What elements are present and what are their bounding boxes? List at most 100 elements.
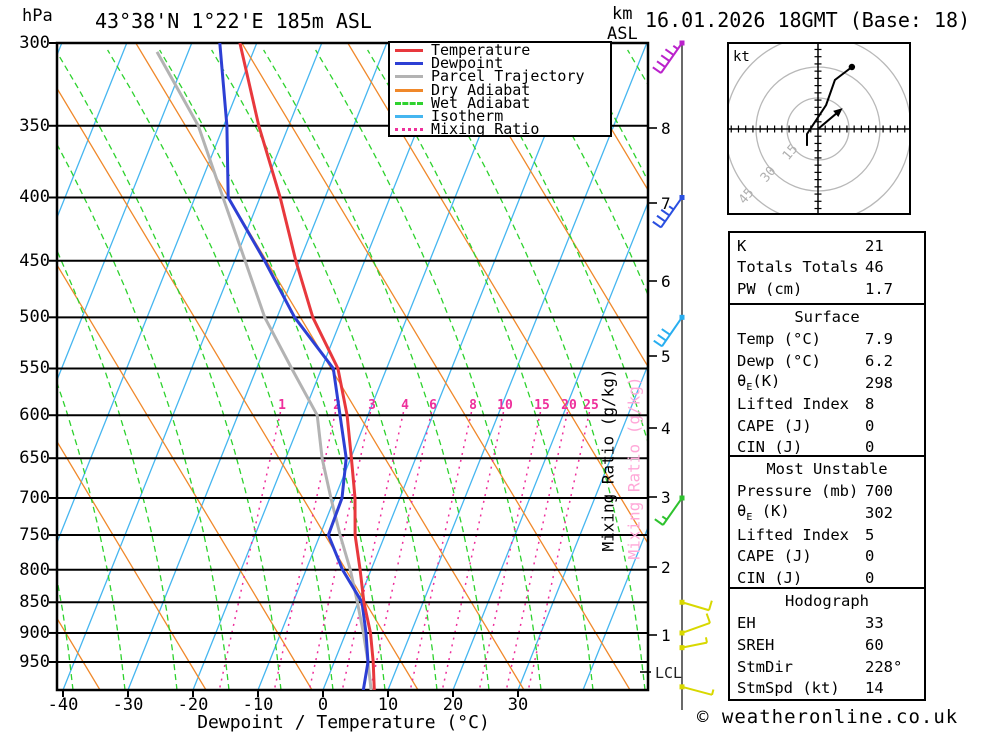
indices-row: StmDir 228° xyxy=(737,656,924,678)
wind-barb xyxy=(679,613,711,636)
indices-row: CIN (J) 0 xyxy=(737,567,924,589)
pressure-tick-label: 800 xyxy=(19,559,50,580)
indices-row-value: 302 xyxy=(865,503,893,522)
km-tick-label: 4 xyxy=(661,419,671,438)
mixing-ratio-value-label: 6 xyxy=(429,398,437,413)
legend-item: Wet Adiabat xyxy=(395,95,610,110)
indices-row: CAPE (J) 0 xyxy=(737,545,924,567)
wind-barb xyxy=(654,495,685,526)
pressure-axis-unit: hPa xyxy=(22,6,53,26)
legend-item: Parcel Trajectory xyxy=(395,67,610,86)
indices-row-label: CIN (J) xyxy=(737,438,803,457)
mixing-ratio-value-label: 4 xyxy=(401,398,409,413)
wind-barb-marker xyxy=(679,630,685,636)
temp-tick-label: 10 xyxy=(377,695,399,715)
mixing-ratio-value-label: 20 xyxy=(561,398,577,413)
hodograph-trace xyxy=(806,66,853,146)
indices-section-header: Surface xyxy=(794,308,860,326)
pressure-tick-label: 650 xyxy=(19,448,50,469)
legend-swatch-dashed xyxy=(395,101,423,105)
legend-swatch-solid xyxy=(395,75,423,79)
indices-row-label: θE (K) xyxy=(737,502,790,524)
hodograph-trace-end-dot xyxy=(848,63,856,71)
dry-adiabat-line xyxy=(135,43,525,690)
dry-adiabat-line xyxy=(57,263,313,690)
indices-row-label: StmSpd (kt) xyxy=(737,679,840,698)
legend-swatch-solid xyxy=(395,88,423,92)
indices-row-value: 46 xyxy=(865,258,884,277)
wet-adiabat-line xyxy=(471,49,648,445)
wet-adiabat-line xyxy=(107,49,334,690)
indices-row-label: StmDir xyxy=(737,657,793,676)
wind-barb xyxy=(653,314,685,348)
wet-adiabat-line xyxy=(367,49,594,690)
run-datetime: 16.01.2026 18GMT (Base: 18) xyxy=(645,8,971,32)
pressure-tick-label: 400 xyxy=(19,187,50,208)
temp-tick-label: -10 xyxy=(242,695,274,715)
wind-barb-marker xyxy=(679,684,685,690)
indices-row-label: CIN (J) xyxy=(737,568,803,587)
indices-most-unstable-box: Most Unstable Pressure (mb) 700 θE (K) 302 Li… xyxy=(728,455,926,589)
wet-adiabat-line xyxy=(419,49,646,690)
wind-barb xyxy=(679,684,715,696)
indices-row: PW (cm) 1.7 xyxy=(737,278,924,300)
wet-adiabat-line xyxy=(211,49,438,690)
mixing-ratio-value-label: 10 xyxy=(497,398,513,413)
mixing-ratio-line xyxy=(369,411,433,690)
indices-surface-box: Surface Temp (°C) 7.9 Dewp (°C) 6.2 θE(K) 298 L… xyxy=(728,303,926,457)
indices-row-label: Totals Totals xyxy=(737,258,859,277)
indices-row-label: Lifted Index xyxy=(737,395,849,414)
indices-row-value: 21 xyxy=(865,236,884,255)
lcl-marker-label: LCL xyxy=(655,664,683,682)
asl-axis-unit: ASL xyxy=(607,24,638,44)
indices-row: Dewp (°C) 6.2 xyxy=(737,350,924,372)
dewpoint-curve xyxy=(218,43,370,690)
temperature-curve xyxy=(238,43,376,690)
legend-label: Dry Adiabat xyxy=(431,80,531,99)
storm-motion-vector xyxy=(817,111,839,130)
pressure-tick-label: 550 xyxy=(19,358,50,379)
pressure-tick-label: 950 xyxy=(19,651,50,672)
legend-item: Isotherm xyxy=(395,107,610,126)
mixing-ratio-line xyxy=(273,411,337,690)
indices-row-label: Lifted Index xyxy=(737,525,849,544)
indices-row-value: 6.2 xyxy=(865,351,893,370)
hodograph-unit-label: kt xyxy=(733,49,750,65)
indices-row-value: 7.9 xyxy=(865,330,893,349)
chart-legend: Temperature Dewpoint Parcel Trajectory Dry … xyxy=(388,41,612,137)
pressure-tick-label: 850 xyxy=(19,592,50,613)
wind-barb xyxy=(679,599,713,612)
isotherm-line xyxy=(257,43,518,690)
pressure-tick-label: 450 xyxy=(19,250,50,271)
pressure-tick-label: 300 xyxy=(19,33,50,53)
indices-row-label: θE(K) xyxy=(737,372,781,394)
isotherm-line xyxy=(582,525,648,690)
wet-adiabat-line xyxy=(523,49,648,297)
legend-item: Temperature xyxy=(395,43,610,58)
isotherm-line xyxy=(57,43,128,220)
hodograph-ring-label: 30 xyxy=(758,164,780,186)
wet-adiabat-line xyxy=(57,51,282,690)
isotherm-line xyxy=(127,43,388,690)
legend-swatch-solid xyxy=(395,62,423,66)
indices-row-label: SREH xyxy=(737,635,775,654)
isotherm-line xyxy=(452,200,648,690)
indices-row-value: 5 xyxy=(865,525,875,544)
wind-barb-marker xyxy=(679,314,685,320)
temp-tick-label: 20 xyxy=(442,695,464,715)
legend-label: Isotherm xyxy=(431,107,504,126)
km-tick-label: 5 xyxy=(661,347,671,366)
indices-row: Lifted Index 8 xyxy=(737,393,924,415)
indices-row-label: Dewp (°C) xyxy=(737,351,821,370)
parcel-trajectory-curve xyxy=(155,51,373,690)
indices-row-label: EH xyxy=(737,614,756,633)
dry-adiabat-line xyxy=(57,440,207,690)
indices-row: Pressure (mb) 700 xyxy=(737,481,924,503)
dry-adiabat-line xyxy=(57,87,419,690)
indices-row-value: 0 xyxy=(865,416,875,435)
legend-label: Parcel Trajectory xyxy=(431,67,585,86)
indices-row: CAPE (J) 0 xyxy=(737,415,924,437)
indices-row-value: 14 xyxy=(865,679,884,698)
temp-axis-title: Dewpoint / Temperature (°C) xyxy=(197,712,490,733)
